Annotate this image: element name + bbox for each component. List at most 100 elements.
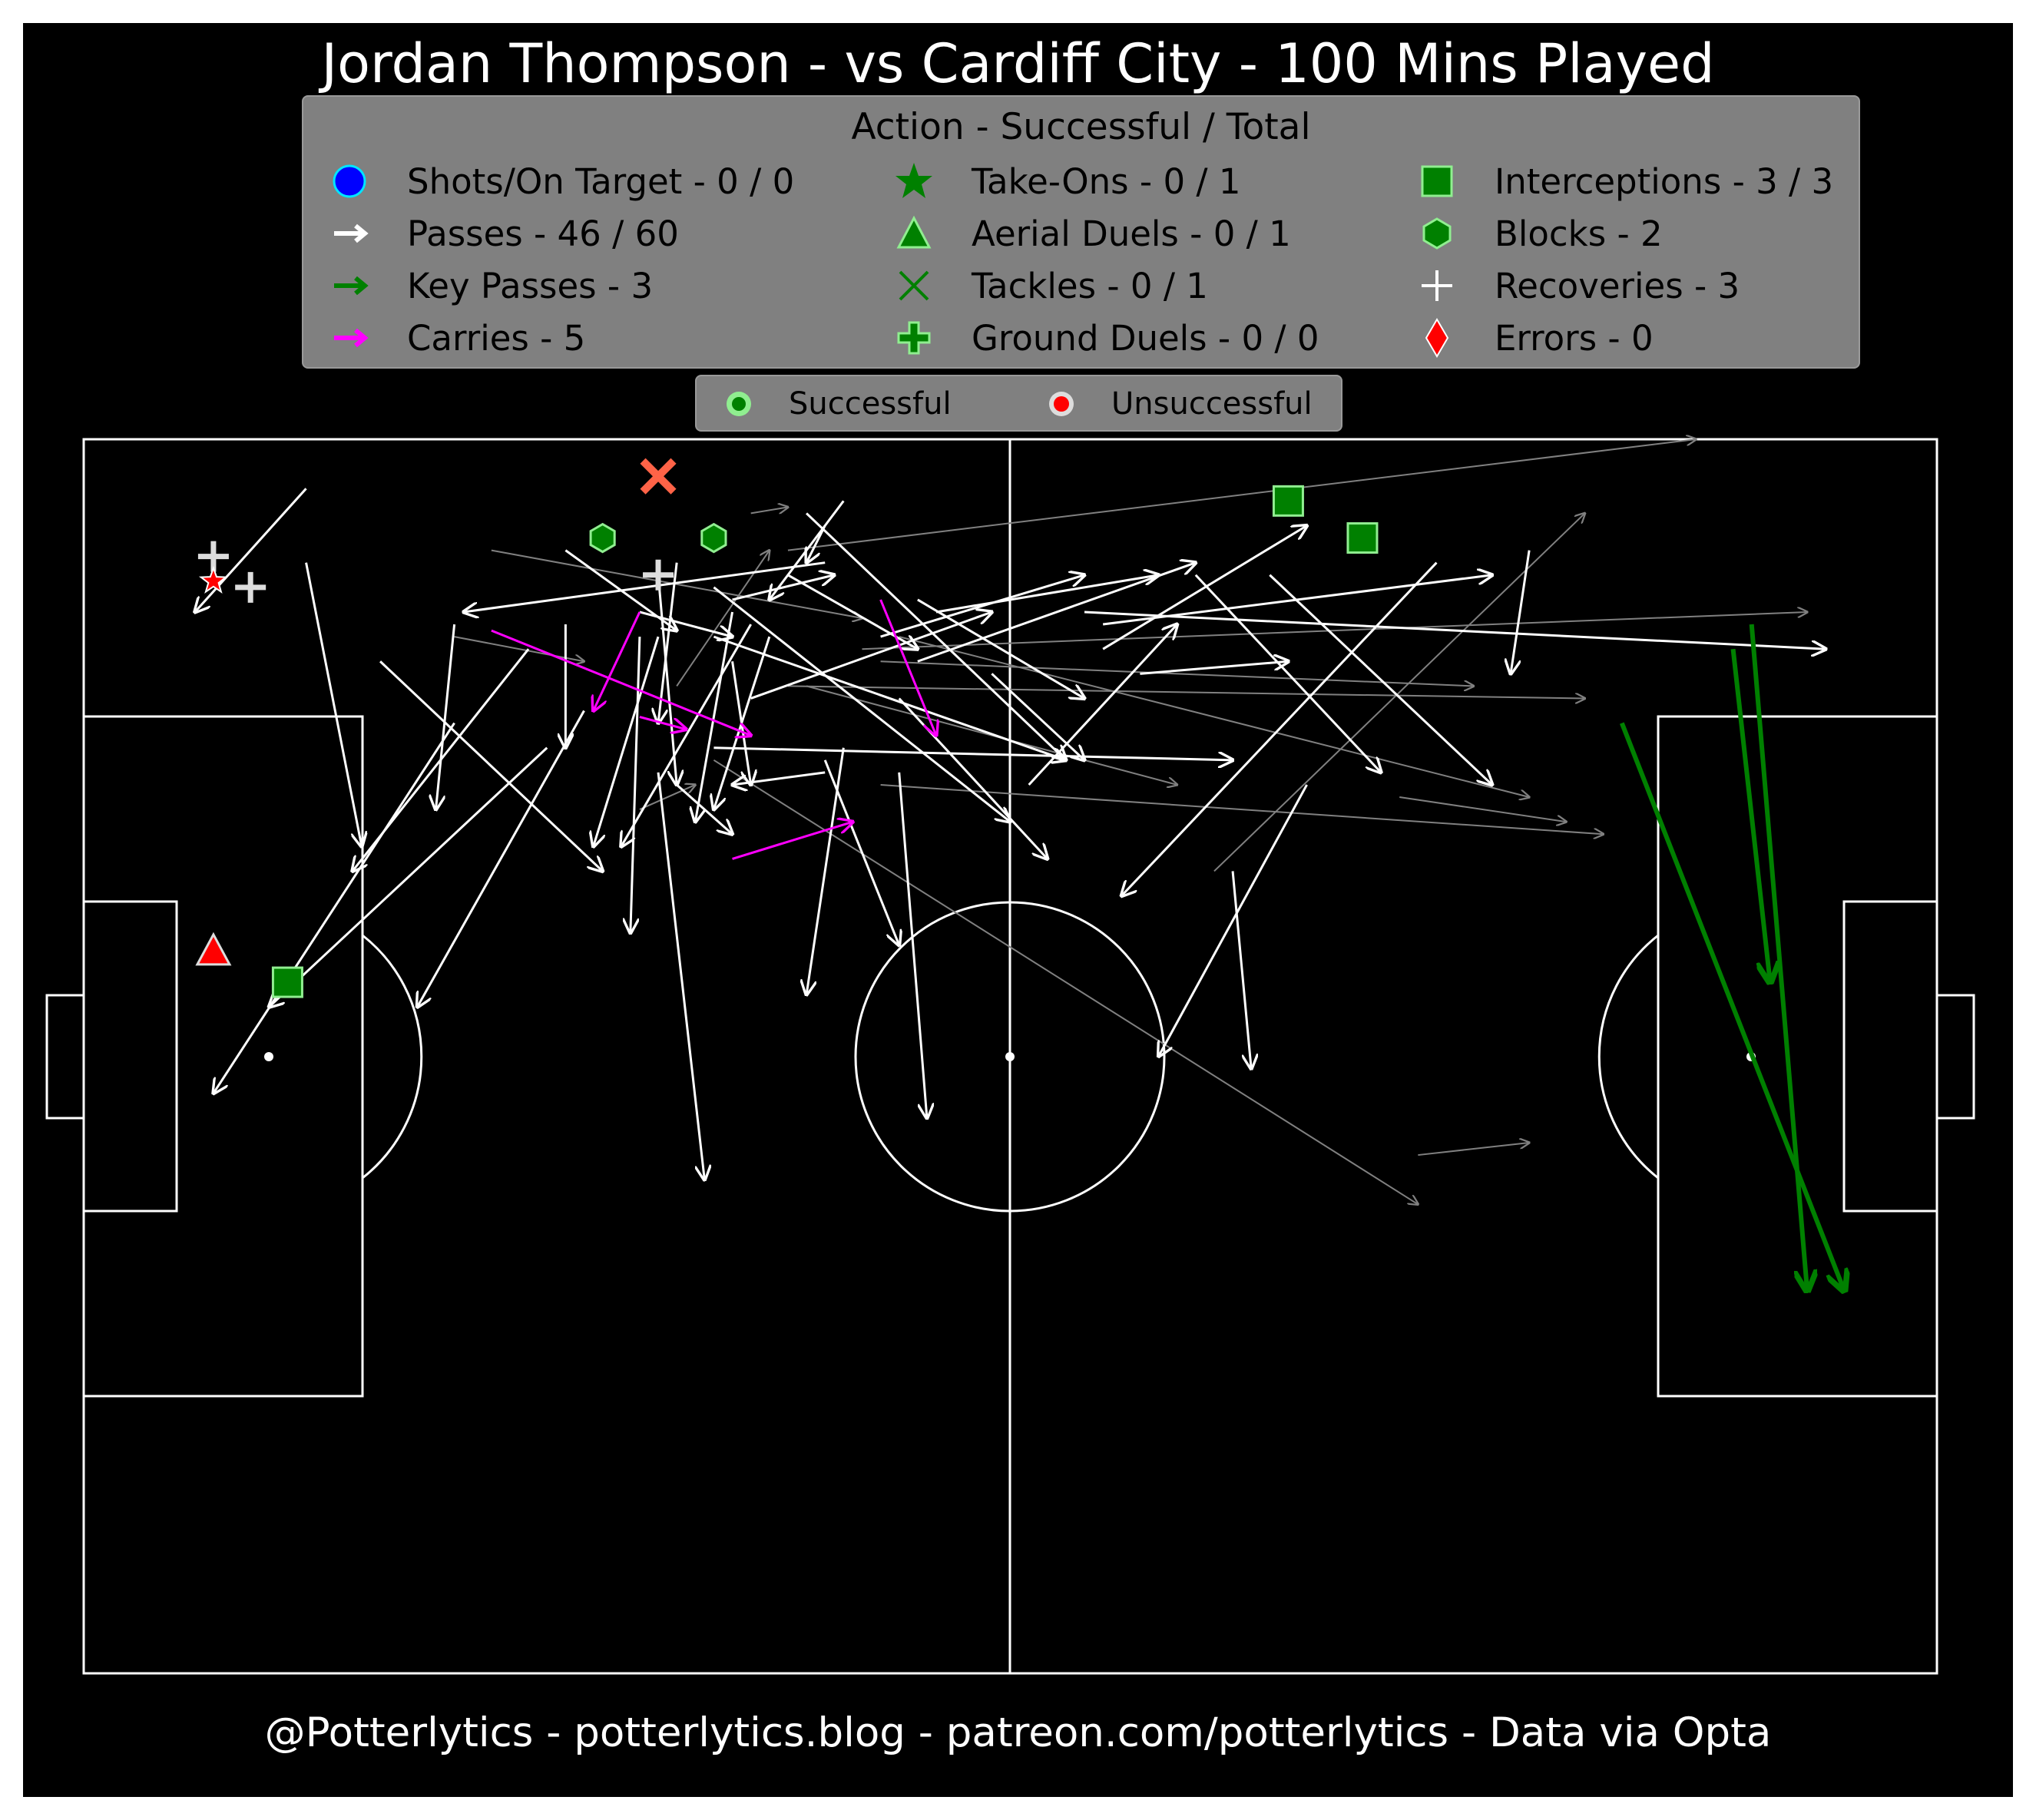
successful-pass-arrow bbox=[806, 512, 1066, 759]
pitch-markings bbox=[45, 438, 1975, 1675]
event-markers-layer bbox=[195, 458, 1379, 998]
successful-pass-arrow bbox=[713, 635, 1065, 760]
successful-pass-arrow bbox=[1084, 611, 1826, 649]
legend-item-interceptions: Interceptions - 3 / 3 bbox=[1410, 155, 1833, 207]
recovery-marker bbox=[235, 571, 267, 603]
unsuccessful-pass-arrow bbox=[750, 507, 788, 515]
successful-pass-arrow bbox=[1102, 525, 1306, 650]
successful-dot-icon bbox=[727, 392, 751, 416]
successful-pass-arrow bbox=[991, 673, 1084, 759]
green-star-icon bbox=[896, 163, 932, 198]
legend-item-key-passes: Key Passes - 3 bbox=[323, 260, 653, 312]
tackle-marker bbox=[640, 458, 677, 495]
green-arrow-icon bbox=[334, 276, 369, 296]
successful-pass-arrow bbox=[935, 575, 1159, 614]
key-pass-arrow bbox=[1619, 722, 1845, 1291]
successful-pass-arrow bbox=[806, 747, 845, 994]
interception-marker bbox=[1272, 485, 1304, 517]
green-hexagon-icon bbox=[1422, 217, 1452, 250]
outcome-legend-successful: Successful bbox=[720, 379, 952, 429]
right-six-yard-box bbox=[1842, 900, 1938, 1213]
left-six-yard-box bbox=[82, 900, 178, 1213]
unsuccessful-pass-arrow bbox=[491, 549, 862, 618]
successful-pass-arrow bbox=[639, 611, 733, 637]
take-on-marker bbox=[198, 565, 228, 594]
unsuccessful-pass-arrow bbox=[713, 759, 1418, 1205]
white-arrow-icon bbox=[334, 223, 369, 243]
legend-item-blocks: Blocks - 2 bbox=[1410, 207, 1663, 260]
unsuccessful-pass-arrow bbox=[787, 439, 1696, 551]
legend-item-passes: Passes - 46 / 60 bbox=[323, 207, 679, 260]
unsuccessful-pass-arrow bbox=[880, 660, 1474, 686]
block-marker bbox=[700, 522, 727, 554]
carry-arrow bbox=[639, 716, 686, 730]
green-x-icon bbox=[899, 270, 929, 301]
legend-label-carries: Carries - 5 bbox=[407, 317, 586, 359]
green-square-icon bbox=[1421, 165, 1453, 197]
unsuccessful-pass-arrow bbox=[1213, 513, 1585, 872]
successful-pass-arrow bbox=[1140, 661, 1288, 675]
successful-pass-arrow bbox=[1028, 624, 1177, 786]
unsuccessful-pass-arrow bbox=[862, 612, 1807, 650]
legend-item-aerial-duels: Aerial Duels - 0 / 1 bbox=[887, 207, 1291, 260]
legend-label-errors: Errors - 0 bbox=[1495, 317, 1654, 359]
legend-item-take-ons: Take-Ons - 0 / 1 bbox=[887, 155, 1241, 207]
legend-label-tackles: Tackles - 0 / 1 bbox=[972, 265, 1208, 306]
key-pass-arrow bbox=[1730, 648, 1770, 982]
action-legend: Action - Successful / Total Shots/On Tar… bbox=[302, 95, 1860, 369]
unsuccessful-pass-arrow bbox=[899, 636, 1529, 797]
carry-arrow bbox=[491, 629, 751, 736]
successful-pass-arrow bbox=[806, 524, 826, 562]
unsuccessful-pass-arrow bbox=[880, 783, 1604, 834]
legend-label-key-passes: Key Passes - 3 bbox=[407, 265, 654, 306]
right-penalty-arc bbox=[1597, 934, 1659, 1180]
aerial-duel-marker bbox=[195, 932, 232, 966]
right-penalty-area bbox=[1657, 715, 1938, 1398]
successful-pass-arrow bbox=[695, 611, 734, 822]
red-diamond-icon bbox=[1425, 318, 1449, 358]
legend-label-passes: Passes - 46 / 60 bbox=[407, 213, 679, 254]
successful-pass-arrow bbox=[713, 746, 1233, 760]
pitch-spots bbox=[264, 1052, 1756, 1061]
successful-pass-arrow bbox=[594, 636, 660, 846]
legend-title: Action - Successful / Total bbox=[851, 106, 1311, 148]
block-marker bbox=[589, 522, 616, 554]
successful-pass-arrow bbox=[464, 561, 826, 612]
successful-pass-arrow bbox=[195, 488, 307, 612]
carries-layer bbox=[491, 599, 936, 860]
white-plus-icon bbox=[1422, 270, 1452, 301]
successful-pass-arrow bbox=[1269, 574, 1492, 785]
successful-pass-arrow bbox=[417, 710, 585, 1008]
chart-title: Jordan Thompson - vs Cardiff City - 100 … bbox=[321, 32, 1715, 95]
interception-marker bbox=[271, 966, 303, 998]
successful-pass-arrow bbox=[733, 771, 826, 785]
unsuccessful-pass-arrow bbox=[787, 685, 1585, 698]
successful-pass-arrow bbox=[1511, 550, 1531, 674]
unsuccessful-dot-icon bbox=[1049, 392, 1074, 416]
legend-item-ground-duels: Ground Duels - 0 / 0 bbox=[887, 312, 1319, 364]
recovery-marker bbox=[643, 559, 674, 591]
left-goal bbox=[45, 994, 85, 1120]
successful-pass-arrow bbox=[1194, 574, 1381, 773]
legend-label-interceptions: Interceptions - 3 / 3 bbox=[1495, 160, 1834, 202]
legend-item-carries: Carries - 5 bbox=[323, 312, 585, 364]
successful-pass-arrow bbox=[379, 660, 603, 871]
successful-pass-arrow bbox=[732, 575, 835, 601]
successful-pass-arrow bbox=[880, 575, 1084, 638]
green-triangle-icon bbox=[896, 215, 932, 249]
legend-label-ground-duels: Ground Duels - 0 / 0 bbox=[972, 317, 1319, 359]
successful-pass-arrow bbox=[898, 772, 927, 1118]
successful-pass-arrow bbox=[823, 759, 899, 945]
legend-label-recoveries: Recoveries - 3 bbox=[1495, 265, 1740, 306]
carry-arrow bbox=[732, 822, 853, 860]
legend-label-take-ons: Take-Ons - 0 / 1 bbox=[972, 160, 1241, 202]
successful-pass-arrow bbox=[1159, 784, 1308, 1057]
successful-pass-arrow bbox=[269, 746, 548, 1007]
successful-passes-layer bbox=[195, 488, 1826, 1180]
legend-item-shots: Shots/On Target - 0 / 0 bbox=[323, 155, 794, 207]
successful-pass-arrow bbox=[657, 574, 677, 785]
footer-credits: @Potterlytics - potterlytics.blog - patr… bbox=[264, 1709, 1772, 1756]
successful-pass-arrow bbox=[1121, 561, 1438, 896]
unsuccessful-pass-arrow bbox=[1399, 796, 1566, 822]
